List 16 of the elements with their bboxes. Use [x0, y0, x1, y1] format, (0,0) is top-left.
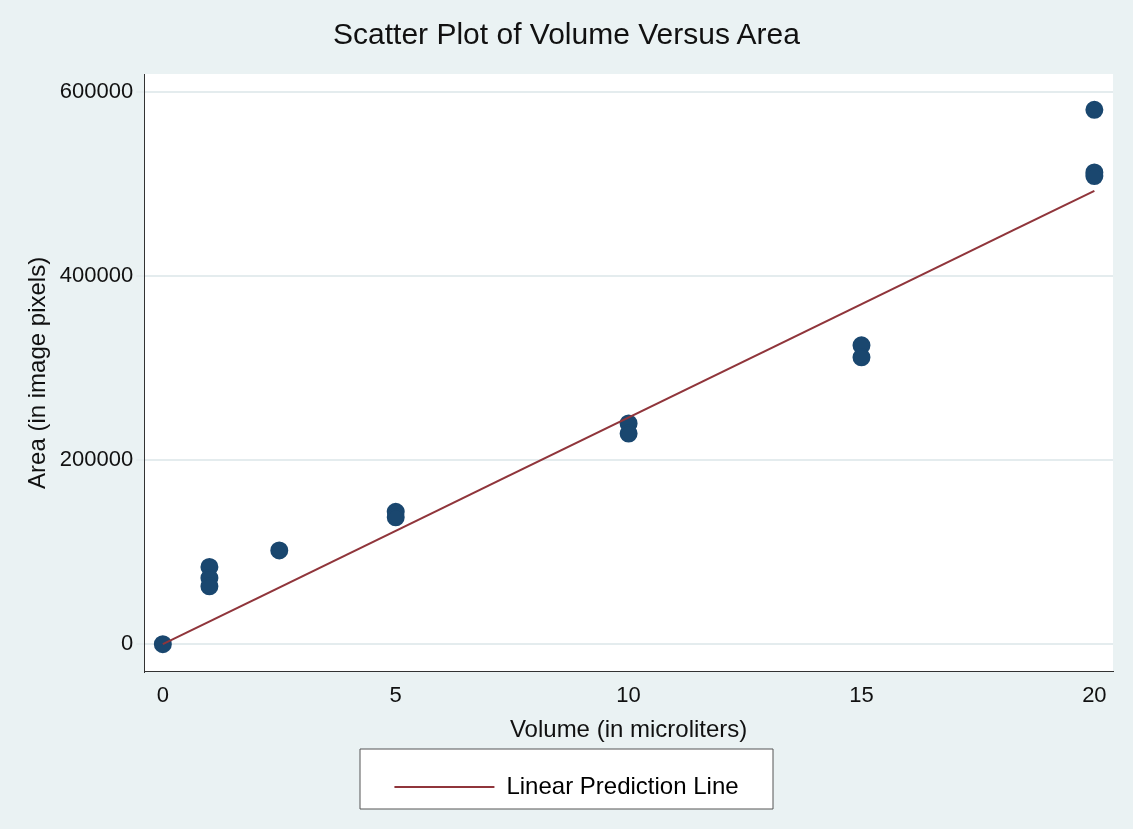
x-tick-label: 0	[156, 682, 169, 708]
point	[153, 635, 172, 654]
x-tick-label: 10	[616, 682, 641, 708]
x-tick-label: 5	[389, 682, 402, 708]
x-tick-label: 15	[849, 682, 874, 708]
y-tick-label: 400000	[59, 262, 134, 288]
y-tick-label: 200000	[59, 446, 134, 472]
legend-label: Linear Prediction Line	[506, 771, 739, 799]
point	[1085, 100, 1104, 119]
x-tick-label: 20	[1082, 682, 1107, 708]
point	[270, 541, 289, 560]
y-axis-title: Area (in image pixels)	[23, 256, 51, 489]
chart-title: Scatter Plot of Volume Versus Area	[333, 17, 801, 51]
x-axis-title: Volume (in microliters)	[509, 715, 748, 743]
y-tick-label: 0	[120, 630, 134, 656]
y-tick-label: 600000	[59, 78, 134, 104]
